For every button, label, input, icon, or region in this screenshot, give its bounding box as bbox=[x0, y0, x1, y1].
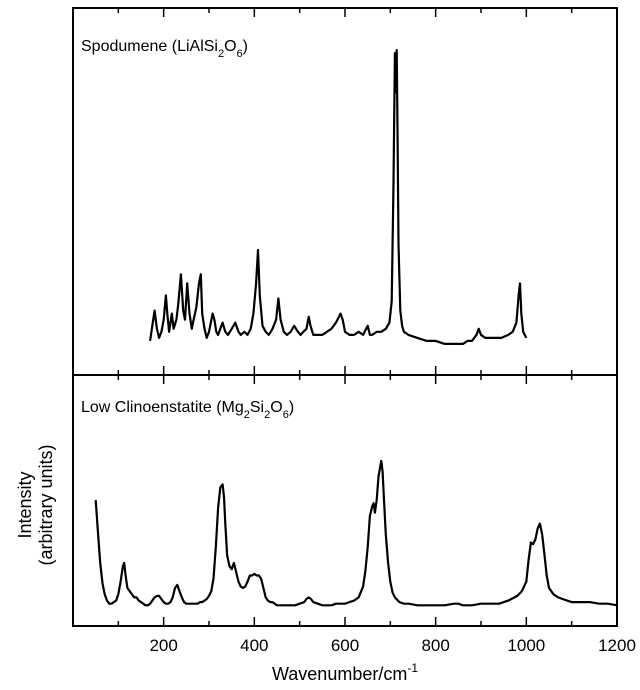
panel-spodumene-frame bbox=[72, 7, 618, 376]
panel-clinoenstatite: Low Clinoenstatite (Mg2Si2O6) bbox=[72, 374, 618, 627]
panel-spodumene: Spodumene (LiAlSi2O6) bbox=[72, 7, 618, 376]
x-axis-label: Wavenumber/cm-1 bbox=[272, 661, 418, 684]
x-tick-label-1000: 1000 bbox=[507, 636, 545, 655]
x-tick-label-800: 800 bbox=[421, 636, 449, 655]
x-axis-ticks: 200 400 600 800 1000 1200 bbox=[72, 8, 636, 655]
x-tick-label-400: 400 bbox=[240, 636, 268, 655]
spodumene-spectrum-line bbox=[149, 48, 528, 345]
y-axis-label-line1: Intensity bbox=[15, 471, 35, 538]
x-tick-label-600: 600 bbox=[331, 636, 359, 655]
panel-spodumene-label: Spodumene (LiAlSi2O6) bbox=[81, 38, 248, 60]
y-axis-label-line2: (arbitrary units) bbox=[36, 444, 56, 565]
clinoenstatite-spectrum-line bbox=[94, 459, 618, 607]
x-tick-label-200: 200 bbox=[149, 636, 177, 655]
x-tick-label-1200: 1200 bbox=[598, 636, 636, 655]
y-axis-label: Intensity (arbitrary units) bbox=[15, 444, 56, 565]
panel-clinoenstatite-label: Low Clinoenstatite (Mg2Si2O6) bbox=[81, 399, 294, 421]
